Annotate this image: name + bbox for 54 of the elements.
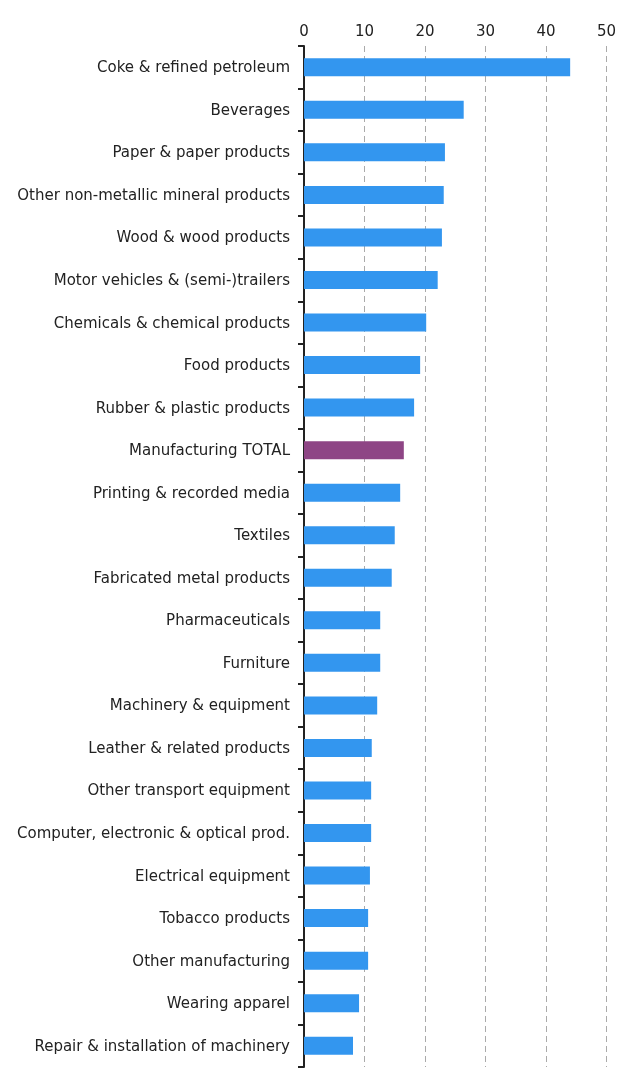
y-tick-label: Rubber & plastic products xyxy=(95,398,291,417)
y-tick-label: Motor vehicles & (semi-)trailers xyxy=(53,270,291,289)
y-tick-label: Paper & paper products xyxy=(112,143,291,162)
y-tick-label: Other non-metallic mineral products xyxy=(17,185,291,204)
bar xyxy=(304,185,444,204)
y-tick-label: Wood & wood products xyxy=(116,228,291,247)
bar xyxy=(304,441,404,460)
bar xyxy=(304,270,438,289)
x-tick-label: 30 xyxy=(475,21,496,40)
x-tick-label: 0 xyxy=(299,21,309,40)
bar xyxy=(304,526,395,545)
y-tick-label: Pharmaceuticals xyxy=(166,611,291,630)
y-tick-label: Manufacturing TOTAL xyxy=(129,441,291,460)
bar xyxy=(304,781,372,800)
bar xyxy=(304,356,421,375)
y-tick-label: Computer, electronic & optical prod. xyxy=(17,824,290,843)
y-tick-label: Textiles xyxy=(233,526,291,545)
y-tick-label: Machinery & equipment xyxy=(109,696,291,715)
bar xyxy=(304,100,464,119)
bar xyxy=(304,824,372,843)
bar xyxy=(304,653,381,672)
y-tick-label: Wearing apparel xyxy=(166,994,290,1013)
bar xyxy=(304,483,401,502)
y-tick-label: Other manufacturing xyxy=(132,951,290,970)
bar xyxy=(304,696,378,715)
bar xyxy=(304,909,369,928)
y-tick-label: Printing & recorded media xyxy=(92,483,290,502)
x-tick-label: 50 xyxy=(596,21,616,40)
bar xyxy=(304,568,392,587)
y-tick-label: Furniture xyxy=(222,653,290,672)
y-tick-label: Electrical equipment xyxy=(135,866,291,885)
x-tick-label: 40 xyxy=(536,21,556,40)
y-tick-label: Fabricated metal products xyxy=(93,568,291,587)
y-tick-label: Leather & related products xyxy=(88,738,291,757)
x-tick-label: 10 xyxy=(354,21,375,40)
bar xyxy=(304,313,427,332)
y-tick-label: Repair & installation of machinery xyxy=(34,1036,291,1055)
bar xyxy=(304,58,571,77)
y-tick-label: Other transport equipment xyxy=(87,781,291,800)
bar xyxy=(304,611,381,630)
y-tick-label: Food products xyxy=(183,356,291,375)
bar xyxy=(304,1036,353,1055)
bar xyxy=(304,951,369,970)
y-tick-label: Coke & refined petroleum xyxy=(97,58,290,77)
bar xyxy=(304,866,370,885)
bar xyxy=(304,994,360,1013)
y-tick-label: Chemicals & chemical products xyxy=(53,313,291,332)
bar xyxy=(304,143,445,162)
bar xyxy=(304,228,442,247)
y-tick-label: Beverages xyxy=(210,100,291,119)
bar xyxy=(304,398,415,417)
x-tick-label: 20 xyxy=(415,21,435,40)
bar xyxy=(304,738,372,757)
y-tick-label: Tobacco products xyxy=(158,909,291,928)
